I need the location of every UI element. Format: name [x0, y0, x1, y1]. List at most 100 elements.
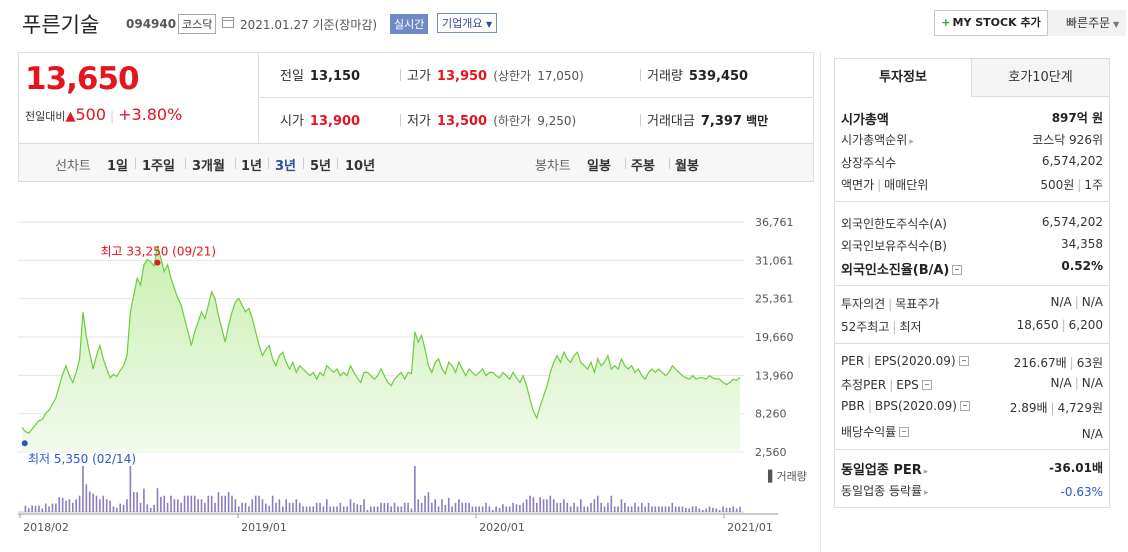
- y-tick-label: 13,960: [755, 369, 794, 382]
- volume-bar: [38, 505, 40, 512]
- help-icon[interactable]: [921, 380, 932, 390]
- volume-bar: [176, 499, 179, 512]
- info-52w-range: 52주최고 | 최저 18,650 | 6,200: [841, 318, 1103, 334]
- volume-bar: [61, 497, 64, 512]
- volume-bar: [539, 497, 541, 512]
- volume-bar: [315, 502, 318, 512]
- volume-bar: [72, 502, 74, 512]
- volume-bar: [207, 495, 210, 512]
- volume-bar: [718, 510, 721, 512]
- candle-daily[interactable]: 일봉: [587, 159, 611, 174]
- market-badge: 코스닥: [178, 14, 217, 34]
- help-icon[interactable]: [958, 356, 969, 366]
- volume-bar: [464, 502, 467, 512]
- volume-bar: [441, 499, 443, 512]
- help-icon[interactable]: [952, 265, 963, 275]
- price-line: [21, 245, 741, 434]
- volume-bar: [688, 508, 690, 512]
- volume-bar: [410, 508, 413, 512]
- volume-bar: [326, 499, 328, 512]
- mystock-add-button[interactable]: + MY STOCK 추가: [934, 10, 1048, 36]
- volume-bar: [512, 502, 514, 512]
- info-foreign-ratio: 외국인소진율(B/A) 0.52%: [841, 259, 1103, 278]
- info-dividend-yield: 배당수익률 N/A: [841, 425, 1103, 441]
- volume-bar: [109, 500, 111, 512]
- volume-bar: [112, 506, 115, 512]
- volume-bar: [278, 499, 281, 512]
- volume-bar: [414, 466, 416, 512]
- volume-bar: [651, 506, 653, 512]
- period-1y[interactable]: 1년: [241, 159, 263, 174]
- volume-bar: [349, 499, 352, 512]
- volume-bar: [434, 499, 436, 512]
- change-value: 500: [75, 105, 107, 124]
- volume-bar: [302, 506, 304, 512]
- volume-bar: [451, 506, 453, 512]
- candle-weekly[interactable]: 주봉: [631, 159, 655, 174]
- volume-bar: [210, 495, 213, 512]
- y-tick-label: 25,361: [755, 293, 794, 306]
- volume-bar: [312, 506, 315, 512]
- change-percent: +3.80%: [118, 105, 183, 124]
- volume-bar: [51, 503, 54, 512]
- volume-bar: [204, 502, 206, 512]
- volume-bar: [661, 506, 663, 512]
- period-1w[interactable]: 1주일: [142, 159, 175, 174]
- price-chart[interactable]: 36,761 31,061 25,361 19,660 13,960 8,260 2,560…: [18, 186, 814, 552]
- volume-bar: [722, 506, 724, 512]
- volume-bar: [58, 497, 61, 512]
- high-annotation: 최고 33,250 (09/21): [100, 245, 216, 259]
- period-3y[interactable]: 3년: [275, 159, 297, 174]
- period-selector: 선차트 1일 1주일 3개월 1년 3년 5년 10년 봉차트 일봉 주봉 월봉: [18, 144, 814, 182]
- volume-bar: [437, 506, 440, 512]
- volume-bar: [34, 505, 37, 512]
- help-icon[interactable]: [899, 427, 910, 437]
- volume-bar: [535, 502, 538, 512]
- volume-bar: [370, 506, 372, 512]
- volume-bar: [580, 499, 582, 512]
- quick-order-button[interactable]: 빠른주문 ▼: [1048, 10, 1126, 36]
- arrow-right-icon: ▸: [923, 467, 929, 477]
- change-label: 전일대비: [25, 110, 66, 123]
- volume-bar: [380, 502, 382, 512]
- info-cap-rank[interactable]: 시가총액순위 ▸ 코스닥 926위: [841, 133, 1103, 147]
- period-1d[interactable]: 1일: [107, 159, 129, 174]
- period-10y[interactable]: 10년: [345, 159, 376, 174]
- volume-bar: [613, 506, 616, 512]
- volume-bar: [163, 495, 166, 512]
- volume-bar: [403, 502, 406, 512]
- period-3m[interactable]: 3개월: [192, 159, 225, 174]
- volume-bar: [339, 502, 342, 512]
- volume-bar: [729, 507, 731, 512]
- volume-bar: [427, 492, 430, 512]
- corp-info-dropdown[interactable]: 기업개요 ▼: [437, 13, 498, 33]
- volume-bar: [542, 499, 545, 512]
- info-sector-change[interactable]: 동일업종 등락률 ▸ -0.63%: [841, 484, 1103, 499]
- volume-bar: [143, 488, 145, 512]
- realtime-button[interactable]: 실시간: [390, 14, 429, 34]
- volume-bar: [92, 493, 94, 512]
- volume-bar: [593, 499, 596, 512]
- period-5y[interactable]: 5년: [310, 159, 332, 174]
- y-tick-label: 2,560: [755, 446, 787, 459]
- stock-name: 푸른기술: [22, 13, 100, 37]
- candle-monthly[interactable]: 월봉: [675, 159, 699, 174]
- tab-invest-info[interactable]: 투자정보: [835, 59, 972, 97]
- tab-quote-10[interactable]: 호가10단계: [972, 59, 1109, 97]
- volume-bar: [640, 502, 643, 512]
- volume-bar: [275, 502, 277, 512]
- volume-bar: [732, 506, 735, 512]
- open-price: 시가 13,900: [280, 114, 361, 129]
- volume-bar: [681, 506, 684, 512]
- volume-bar: [329, 506, 331, 512]
- volume-bar: [458, 499, 460, 512]
- help-icon[interactable]: [959, 401, 970, 411]
- x-tick-label: 2018/02: [23, 521, 69, 534]
- volume-bar: [68, 499, 71, 512]
- info-sector-per[interactable]: 동일업종 PER ▸ -36.01배: [841, 461, 1103, 478]
- y-tick-label: 31,061: [755, 254, 794, 267]
- volume-bar: [390, 506, 392, 512]
- volume-bar: [85, 484, 88, 512]
- chevron-down-icon: ▼: [1113, 20, 1120, 29]
- volume-bar: [119, 503, 122, 512]
